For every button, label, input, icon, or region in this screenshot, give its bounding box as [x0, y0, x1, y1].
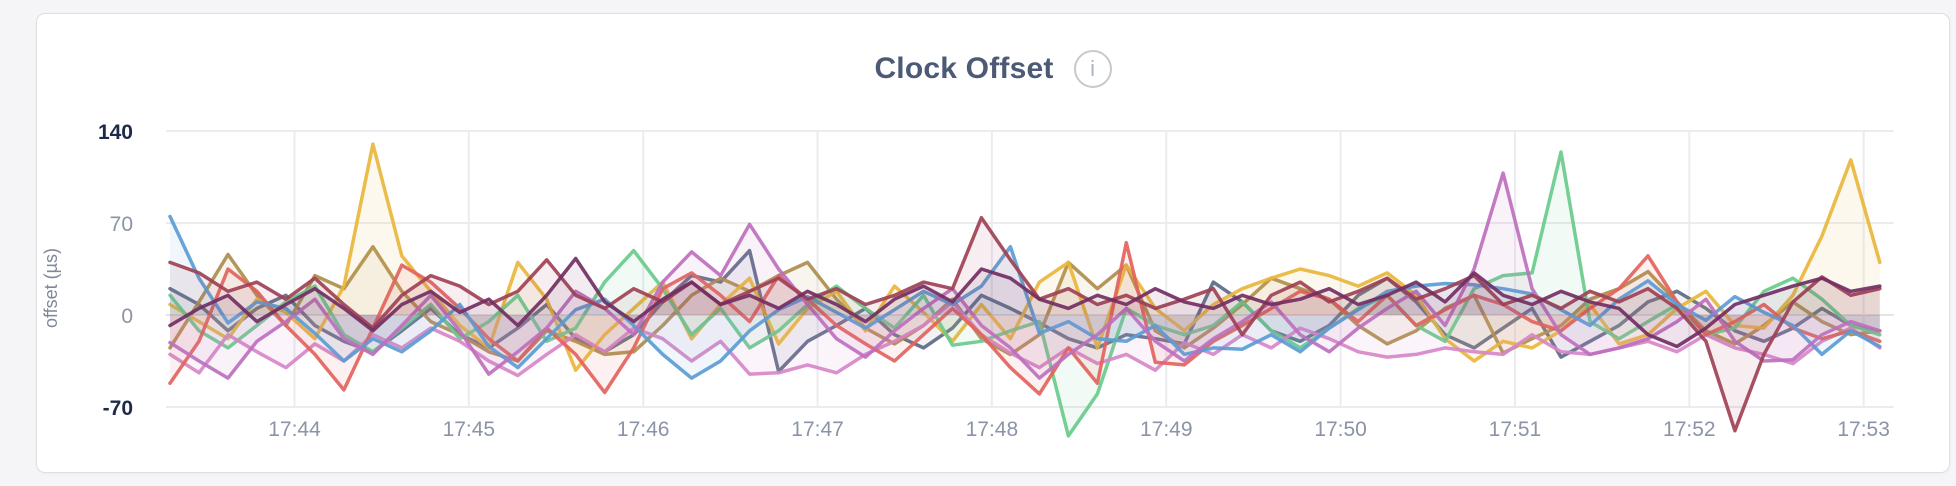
series-area-node-green — [170, 152, 1880, 436]
y-tick-label: 140 — [98, 121, 133, 144]
y-tick-label: 0 — [121, 305, 133, 328]
series-line-node-maroon — [168, 215, 1882, 433]
y-axis-label: offset (µs) — [41, 248, 61, 328]
x-tick-label: 17:45 — [443, 418, 496, 441]
x-tick-label: 17:49 — [1140, 418, 1193, 441]
series-group — [168, 142, 1882, 438]
x-tick-label: 17:51 — [1489, 418, 1542, 441]
series-area-node-pink — [170, 301, 1880, 376]
series-line-node-gold — [168, 142, 1882, 372]
series-line-node-plum — [168, 256, 1882, 349]
series-line-node-salmon — [168, 240, 1882, 396]
clock-offset-chart-card: Clock Offset i — [36, 13, 1950, 473]
x-tick-label: 17:50 — [1314, 418, 1367, 441]
x-tick-label: 17:47 — [791, 418, 844, 441]
y-tick-label: -70 — [103, 397, 133, 420]
series-area-node-blue — [170, 216, 1880, 379]
info-icon[interactable]: i — [1073, 50, 1112, 88]
series-area-node-orchid — [170, 173, 1880, 379]
chart-title: Clock Offset — [874, 52, 1054, 85]
y-tick-label: 70 — [110, 213, 133, 236]
series-line-node-orchid — [168, 171, 1882, 380]
x-tick-label: 17:46 — [617, 418, 670, 441]
x-tick-label: 17:53 — [1837, 418, 1890, 441]
x-tick-label: 17:44 — [268, 418, 321, 441]
series-area-node-salmon — [170, 242, 1880, 394]
chart-header: Clock Offset i — [37, 50, 1949, 88]
series-area-node-plum — [170, 258, 1880, 347]
series-area-node-olive — [170, 246, 1880, 361]
x-tick-label: 17:48 — [966, 418, 1019, 441]
x-tick-label: 17:52 — [1663, 418, 1716, 441]
series-line-node-green — [168, 150, 1882, 438]
